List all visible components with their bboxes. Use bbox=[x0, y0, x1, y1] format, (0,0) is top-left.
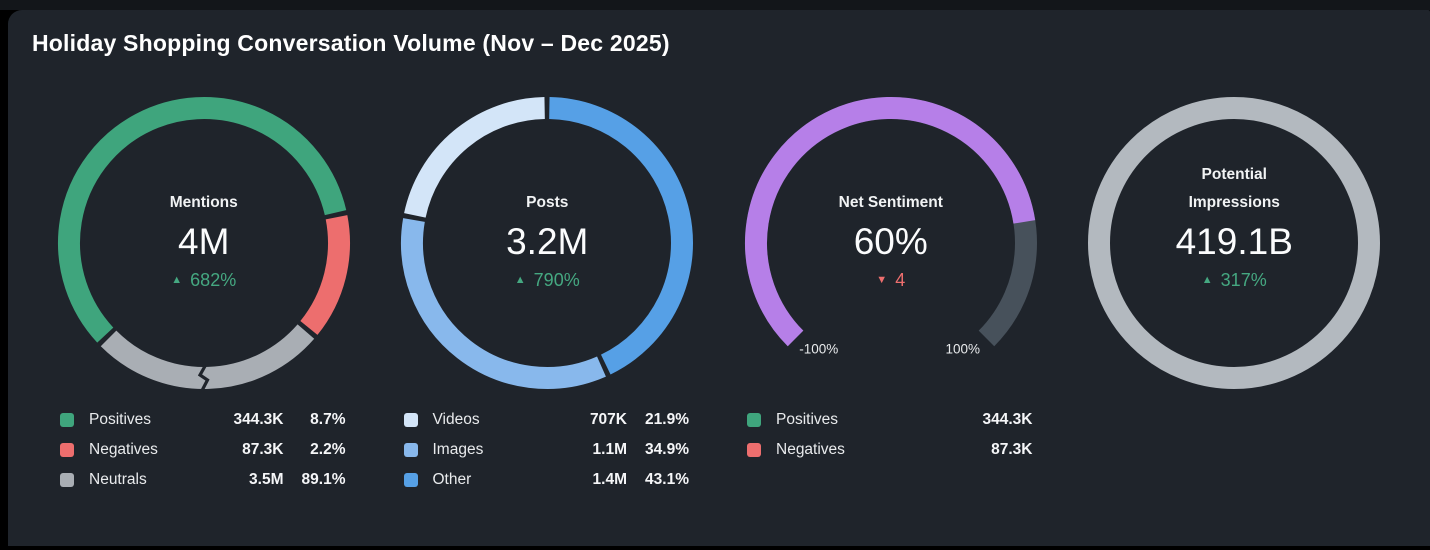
posts-figure: Posts 3.2M ▲ 790% bbox=[397, 93, 697, 393]
net-sentiment-svg bbox=[744, 97, 1037, 347]
legend-percent: 21.9% bbox=[645, 411, 689, 428]
legend-value: 87.3K bbox=[242, 441, 284, 458]
net-sentiment-gauge-fill[interactable] bbox=[744, 97, 1035, 347]
dashboard-panel: Holiday Shopping Conversation Volume (No… bbox=[8, 10, 1430, 546]
mentions-figure: Mentions 4M ▲ 682% bbox=[54, 93, 354, 393]
legend-item-images[interactable]: Images 1.1M 34.9% bbox=[403, 435, 689, 465]
legend-percent: 34.9% bbox=[645, 441, 689, 458]
legend-label: Videos bbox=[432, 411, 480, 428]
mentions-segment-neutrals[interactable] bbox=[100, 324, 314, 389]
net-sentiment-legend: Positives 344.3K Negatives 87.3K bbox=[719, 405, 1063, 465]
legend-percent: 2.2% bbox=[310, 441, 346, 458]
posts-svg bbox=[401, 97, 694, 389]
legend-swatch-icon bbox=[747, 413, 761, 427]
legend-swatch-icon bbox=[403, 473, 418, 487]
net-sentiment-figure: -100% 100% Net Sentiment 60% ▼ 4 bbox=[741, 93, 1041, 393]
potential-impressions-ring[interactable] bbox=[1088, 97, 1381, 389]
legend-value: 344.3K bbox=[982, 411, 1033, 428]
legend-label: Positives bbox=[89, 411, 152, 428]
potential-impressions-svg bbox=[1088, 97, 1381, 389]
mentions-legend: Positives 344.3K 8.7% Negatives 87.3K 2.2% Neu… bbox=[32, 405, 376, 495]
legend-label: Neutrals bbox=[89, 471, 147, 488]
mentions-segment-negatives[interactable] bbox=[299, 215, 350, 335]
chart-posts: Posts 3.2M ▲ 790% Videos 707K 21.9% Images 1.1M 3… bbox=[376, 93, 720, 495]
legend-item-videos[interactable]: Videos 707K 21.9% bbox=[403, 405, 689, 435]
legend-percent: 89.1% bbox=[301, 471, 346, 488]
legend-swatch-icon bbox=[60, 443, 74, 457]
potential-impressions-figure: Potential Impressions 419.1B ▲ 317% bbox=[1084, 93, 1384, 393]
posts-segment-other[interactable] bbox=[549, 97, 694, 375]
legend-value: 3.5M bbox=[249, 471, 284, 488]
gauge-max-label: 100% bbox=[945, 341, 981, 357]
legend-item-negatives[interactable]: Negatives 87.3K bbox=[747, 435, 1033, 465]
mentions-svg bbox=[57, 97, 350, 393]
legend-item-negatives[interactable]: Negatives 87.3K 2.2% bbox=[60, 435, 346, 465]
legend-item-neutrals[interactable]: Neutrals 3.5M 89.1% bbox=[60, 465, 346, 495]
legend-swatch-icon bbox=[403, 443, 418, 457]
legend-label: Images bbox=[432, 441, 484, 458]
legend-label: Negatives bbox=[89, 441, 158, 458]
page-title: Holiday Shopping Conversation Volume (No… bbox=[32, 30, 670, 56]
posts-segment-images[interactable] bbox=[401, 218, 607, 389]
chart-potential-impressions: Potential Impressions 419.1B ▲ 317% bbox=[1063, 93, 1407, 495]
legend-label: Negatives bbox=[776, 441, 845, 458]
legend-swatch-icon bbox=[60, 413, 74, 427]
legend-item-positives[interactable]: Positives 344.3K bbox=[747, 405, 1033, 435]
posts-segment-videos[interactable] bbox=[404, 97, 546, 218]
scale-break-icon bbox=[197, 362, 210, 393]
mentions-segment-positives[interactable] bbox=[57, 97, 347, 343]
legend-value: 344.3K bbox=[233, 411, 284, 428]
legend-item-other[interactable]: Other 1.4M 43.1% bbox=[403, 465, 689, 495]
legend-value: 1.1M bbox=[592, 441, 627, 458]
legend-swatch-icon bbox=[60, 473, 74, 487]
legend-swatch-icon bbox=[747, 443, 761, 457]
gauge-min-label: -100% bbox=[799, 341, 839, 357]
legend-swatch-icon bbox=[403, 413, 418, 427]
legend-value: 87.3K bbox=[991, 441, 1033, 458]
window-top-strip bbox=[0, 0, 1430, 10]
legend-percent: 43.1% bbox=[645, 471, 689, 488]
legend-percent: 8.7% bbox=[310, 411, 346, 428]
legend-value: 1.4M bbox=[592, 471, 627, 488]
charts-row: Mentions 4M ▲ 682% Positives 344.3K 8.7% Negati… bbox=[32, 93, 1406, 495]
chart-mentions: Mentions 4M ▲ 682% Positives 344.3K 8.7% Negati… bbox=[32, 93, 376, 495]
posts-legend: Videos 707K 21.9% Images 1.1M 34.9% Other 1.4M 4… bbox=[376, 405, 720, 495]
legend-label: Other bbox=[432, 471, 472, 488]
chart-net-sentiment: -100% 100% Net Sentiment 60% ▼ 4 Positives 344.… bbox=[719, 93, 1063, 495]
legend-label: Positives bbox=[776, 411, 839, 428]
legend-item-positives[interactable]: Positives 344.3K 8.7% bbox=[60, 405, 346, 435]
legend-value: 707K bbox=[589, 411, 627, 428]
